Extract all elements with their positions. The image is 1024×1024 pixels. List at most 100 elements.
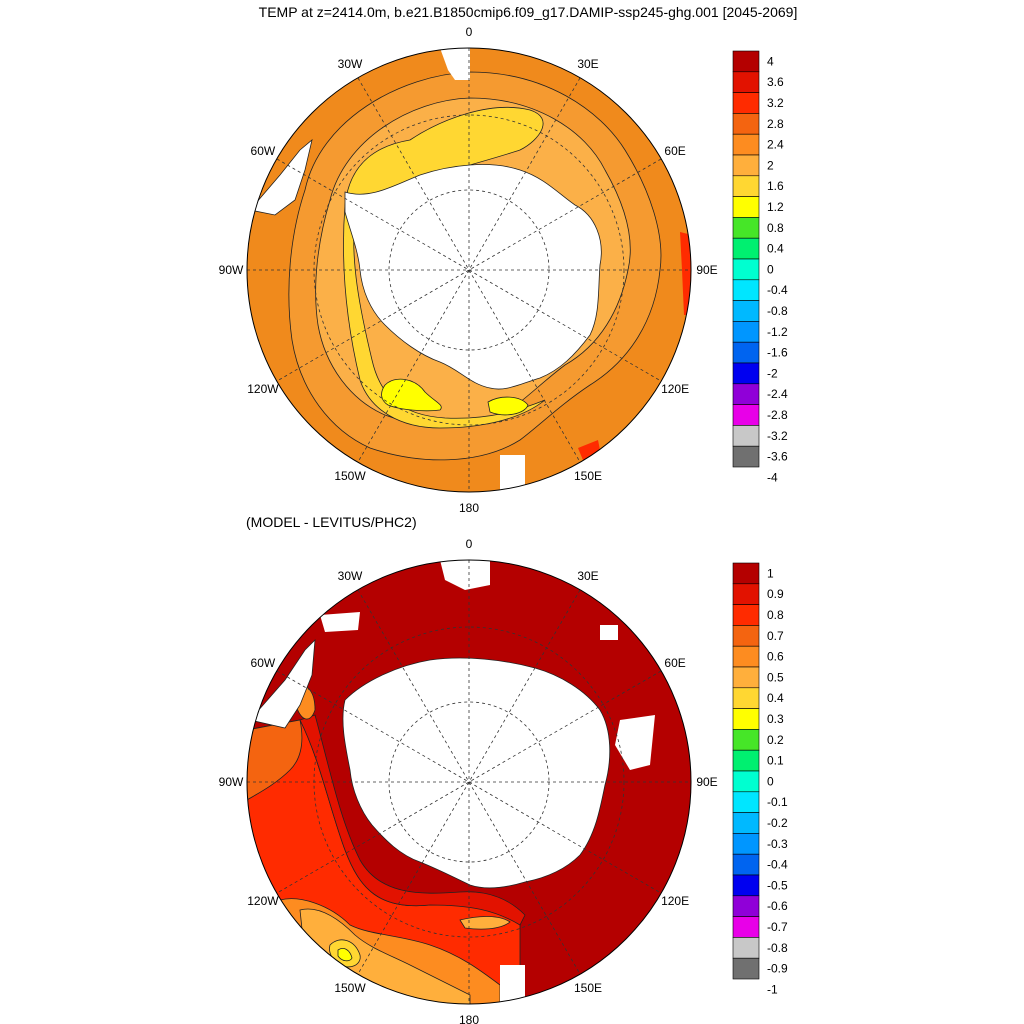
bottom-lon-label-11: 30W <box>338 569 363 583</box>
bottom-colorbar-label-19: -0.9 <box>767 962 788 976</box>
bottom-colorbar-label-16: -0.6 <box>767 899 788 913</box>
top-lon-label-10: 60W <box>251 144 276 158</box>
top-colorbar-label-20: -4 <box>767 470 778 484</box>
top-colorbar-label-7: 1.2 <box>767 200 784 214</box>
top-colorbar-label-14: -1.6 <box>767 346 788 360</box>
bottom-map-frame <box>246 559 692 1005</box>
bottom-longitude-labels: 0 30E 60E 90E 120E 150E 180 150W 120W 90W 60W 30W <box>219 537 718 1024</box>
top-colorbar-label-4: 2.4 <box>767 138 784 152</box>
south-america-top <box>249 138 313 216</box>
top-map-region-1.2a <box>381 378 442 412</box>
top-graticule <box>247 48 691 492</box>
bottom-colorbar-swatch-5 <box>732 666 760 689</box>
top-colorbar-swatch-17 <box>732 404 760 426</box>
bottom-lon-label-3: 90E <box>696 775 717 789</box>
bottom-colorbar-label-12: -0.2 <box>767 816 788 830</box>
bottom-map-region-0.6 <box>247 719 303 801</box>
top-colorbar-label-3: 2.8 <box>767 117 784 131</box>
top-colorbar-swatch-12 <box>732 300 760 322</box>
top-map-region-1.2b <box>487 396 529 416</box>
top-colorbar-label-17: -2.8 <box>767 408 788 422</box>
top-colorbar-swatch-5 <box>732 154 760 177</box>
top-lon-label-7: 150W <box>334 469 366 483</box>
bottom-colorbar-swatch-1 <box>732 583 760 605</box>
top-colorbar-label-11: -0.4 <box>767 283 788 297</box>
top-colorbar-label-15: -2 <box>767 366 778 380</box>
bottom-colorbar-label-5: 0.5 <box>767 670 784 684</box>
bottom-colorbar-swatch-3 <box>732 625 760 647</box>
bottom-colorbar-swatch-13 <box>732 833 760 855</box>
bottom-colorbar-swatch-12 <box>732 812 760 834</box>
top-colorbar-label-13: -1.2 <box>767 325 788 339</box>
top-lon-label-9: 90W <box>219 263 244 277</box>
top-lon-label-11: 30W <box>338 57 363 71</box>
bottom-colorbar-label-4: 0.6 <box>767 650 784 664</box>
difference-subtitle: (MODEL - LEVITUS/PHC2) <box>246 514 417 530</box>
bottom-map-missing-patch-2 <box>600 625 618 640</box>
south-america-bottom <box>249 638 316 729</box>
bottom-colorbar-swatch-4 <box>732 645 760 668</box>
bottom-map-missing-patch-5 <box>615 715 655 770</box>
bottom-colorbar-swatch-9 <box>732 749 760 772</box>
bottom-colorbar-label-20: -1 <box>767 982 778 996</box>
page-title: TEMP at z=2414.0m, b.e21.B1850cmip6.f09_… <box>259 4 798 20</box>
top-colorbar-swatch-10 <box>732 258 760 281</box>
top-lon-label-1: 30E <box>577 57 598 71</box>
top-colorbar-swatch-3 <box>732 113 760 135</box>
bottom-lon-label-10: 60W <box>251 656 276 670</box>
bottom-map-missing-patch-3 <box>320 612 360 632</box>
top-lon-label-4: 120E <box>661 382 689 396</box>
top-colorbar: 4 3.6 3.2 2.8 2.4 2 1.6 1.2 0.8 0.4 0 -0.4 -0.8 -1.2 -… <box>732 50 788 484</box>
top-map-frame <box>246 47 692 493</box>
bottom-colorbar-label-10: 0 <box>767 774 774 788</box>
bottom-colorbar-label-6: 0.4 <box>767 691 784 705</box>
bottom-lon-label-9: 90W <box>219 775 244 789</box>
top-colorbar-swatch-16 <box>732 383 760 405</box>
bottom-map-region-0.4b <box>459 916 511 930</box>
bottom-colorbar-label-9: 0.1 <box>767 754 784 768</box>
bottom-colorbar-swatch-2 <box>732 604 760 626</box>
top-colorbar-label-9: 0.4 <box>767 242 784 256</box>
bottom-map-missing-patch-1 <box>440 560 490 590</box>
bottom-colorbar-swatch-10 <box>732 770 760 793</box>
bottom-lon-label-6: 180 <box>459 1013 479 1024</box>
top-lon-label-8: 120W <box>247 382 279 396</box>
bottom-colorbar-label-15: -0.5 <box>767 878 788 892</box>
top-colorbar-label-2: 3.2 <box>767 96 784 110</box>
bottom-colorbar-swatch-6 <box>732 687 760 709</box>
bottom-colorbar-label-14: -0.4 <box>767 858 788 872</box>
bottom-lon-label-4: 120E <box>661 894 689 908</box>
top-colorbar-swatch-13 <box>732 321 760 343</box>
top-colorbar-swatch-19 <box>732 445 760 468</box>
top-colorbar-swatch-9 <box>732 237 760 260</box>
bottom-lon-label-5: 150E <box>574 981 602 995</box>
top-colorbar-swatch-6 <box>732 175 760 197</box>
top-map-region-3.2 <box>680 232 691 315</box>
top-colorbar-swatch-14 <box>732 341 760 364</box>
bottom-colorbar-swatch-8 <box>732 729 760 751</box>
bottom-map-region-0.8 <box>299 714 526 926</box>
bottom-colorbar-label-2: 0.8 <box>767 608 784 622</box>
top-colorbar-label-18: -3.2 <box>767 429 788 443</box>
bottom-colorbar: 1 0.9 0.8 0.7 0.6 0.5 0.4 0.3 0.2 0.1 0 -0.1 -0.2 -0.… <box>732 562 788 996</box>
top-colorbar-swatch-2 <box>732 92 760 114</box>
top-lon-label-0: 0 <box>466 25 473 39</box>
top-colorbar-swatch-11 <box>732 279 760 301</box>
top-lon-label-2: 60E <box>664 144 685 158</box>
top-colorbar-swatch-7 <box>732 196 760 218</box>
top-lon-label-5: 150E <box>574 469 602 483</box>
bottom-colorbar-swatch-11 <box>732 791 760 813</box>
bottom-colorbar-swatch-19 <box>732 957 760 980</box>
top-colorbar-swatch-15 <box>732 362 760 385</box>
top-map: 0 30E 60E 90E 120E 150E 180 150W 120W 90W 60W 30W <box>219 25 718 515</box>
top-colorbar-swatch-18 <box>732 425 760 447</box>
top-map-missing-patch-1 <box>440 48 470 80</box>
bottom-colorbar-swatch-18 <box>732 937 760 959</box>
antarctica-bottom <box>342 657 611 889</box>
bottom-colorbar-label-3: 0.7 <box>767 629 784 643</box>
top-colorbar-swatch-1 <box>732 71 760 93</box>
bottom-lon-label-2: 60E <box>664 656 685 670</box>
top-colorbar-swatch-8 <box>732 217 760 239</box>
bottom-colorbar-swatch-7 <box>732 708 760 730</box>
